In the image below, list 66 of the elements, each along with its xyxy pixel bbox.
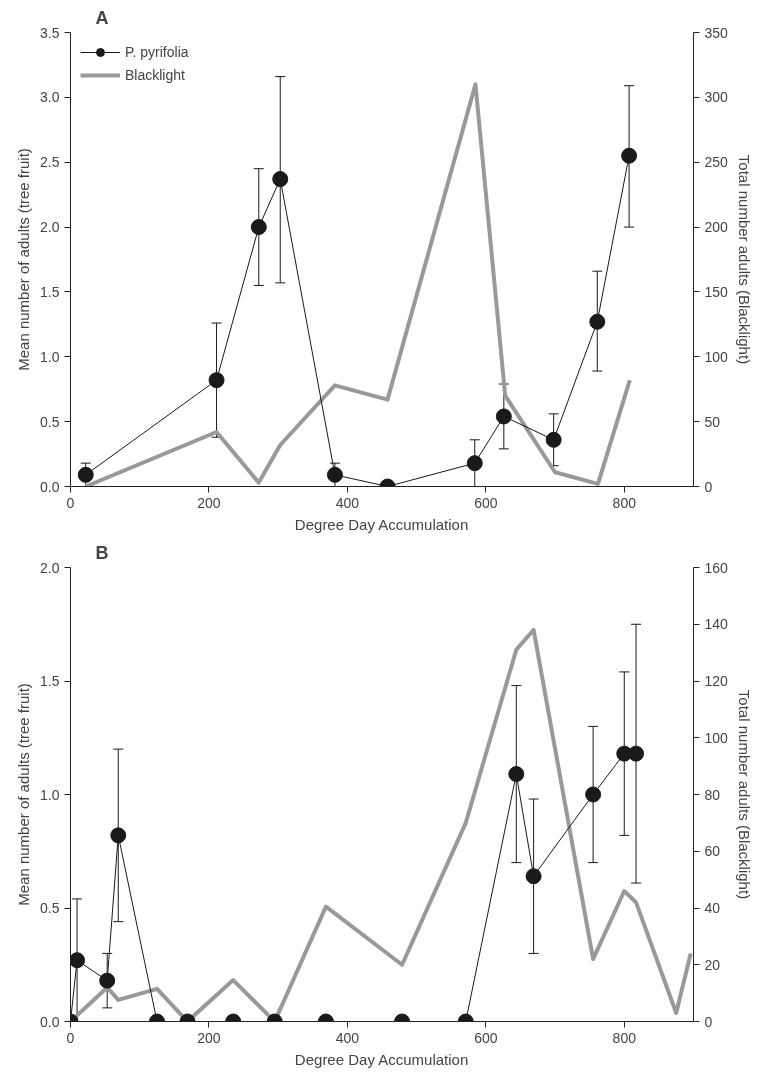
y2-tick-label: 200 <box>704 219 729 236</box>
point <box>272 171 289 188</box>
point <box>508 766 525 783</box>
point <box>208 372 225 389</box>
x-tick-label: 600 <box>474 494 498 511</box>
line-series <box>83 82 632 487</box>
y2-axis-title: Total number adults (Blacklight) <box>735 689 753 900</box>
y-axis-title: Mean number of adults (tree fruit) <box>15 683 33 906</box>
x-tick-label: 200 <box>197 1029 221 1046</box>
x-axis-title: Degree Day Accumulation <box>294 515 469 533</box>
x-tick-label: 200 <box>197 494 221 511</box>
y2-tick-label: 150 <box>704 283 729 300</box>
x-tick-label: 600 <box>474 1029 498 1046</box>
legend-label: Blacklight <box>125 67 185 83</box>
y2-tick-label: 350 <box>704 24 729 41</box>
point <box>466 455 483 472</box>
y2-tick-label: 140 <box>704 616 729 633</box>
y2-tick-label: 100 <box>704 348 729 365</box>
y-axis-title: Mean number of adults (tree fruit) <box>15 148 33 371</box>
y-tick-label: 1.0 <box>40 786 60 803</box>
x-tick-label: 400 <box>335 1029 360 1046</box>
y-tick-label: 3.5 <box>40 24 60 41</box>
y-tick-label: 0.5 <box>40 900 60 916</box>
y2-tick-label: 0 <box>704 1013 713 1030</box>
y2-tick-label: 50 <box>704 413 721 430</box>
y-tick-label: 0.0 <box>40 478 60 495</box>
y2-tick-label: 60 <box>704 843 721 860</box>
y-tick-label: 2.5 <box>40 154 60 171</box>
y2-tick-label: 100 <box>704 729 729 746</box>
point <box>250 219 267 236</box>
y-tick-label: 1.0 <box>40 348 60 365</box>
y2-axis-title: Total number adults (Blacklight) <box>735 154 753 365</box>
y-tick-label: 2.0 <box>40 559 60 576</box>
y-tick-label: 1.5 <box>40 283 60 300</box>
y-tick-label: 2.0 <box>40 219 60 236</box>
y-tick-label: 0.5 <box>40 413 60 430</box>
point <box>545 431 562 448</box>
point <box>326 466 343 483</box>
x-tick-label: 800 <box>612 494 637 511</box>
y2-tick-label: 160 <box>704 559 729 576</box>
x-tick-label: 0 <box>66 1029 75 1046</box>
chart-title: B <box>95 542 109 563</box>
point <box>589 313 606 330</box>
point <box>525 868 542 885</box>
point <box>585 786 602 803</box>
x-tick-label: 800 <box>612 1029 637 1046</box>
point <box>77 466 94 483</box>
y2-tick-label: 40 <box>704 900 721 916</box>
y2-tick-label: 300 <box>704 89 729 106</box>
y-tick-label: 1.5 <box>40 673 60 689</box>
y2-tick-label: 250 <box>704 154 729 171</box>
chart-title: A <box>95 7 109 28</box>
y2-tick-label: 120 <box>704 673 729 689</box>
y2-tick-label: 20 <box>704 956 721 973</box>
x-tick-label: 0 <box>66 494 75 511</box>
y2-tick-label: 80 <box>704 786 721 803</box>
legend-label: P. pyrifolia <box>125 44 189 60</box>
y-tick-label: 0.0 <box>40 1013 60 1030</box>
point <box>628 745 645 762</box>
x-tick-label: 400 <box>335 494 360 511</box>
y-tick-label: 3.0 <box>40 89 60 106</box>
y2-tick-label: 0 <box>704 478 713 495</box>
x-axis-title: Degree Day Accumulation <box>294 1050 469 1068</box>
point <box>110 827 127 844</box>
point <box>621 147 638 164</box>
point <box>495 408 512 425</box>
